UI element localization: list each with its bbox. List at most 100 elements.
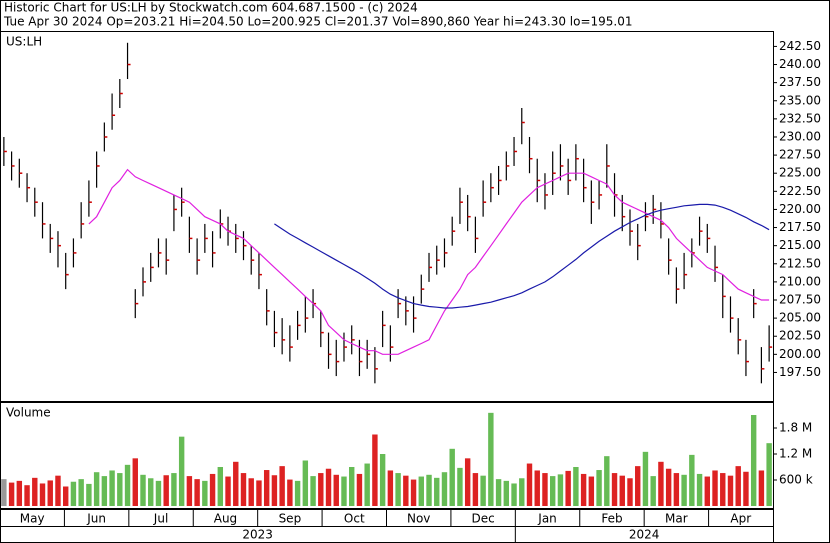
y-tick-label: 207.50 [779, 292, 821, 306]
volume-bar [650, 476, 656, 506]
volume-bar [503, 480, 510, 506]
volume-bar [418, 476, 424, 506]
moving-average [274, 203, 770, 309]
volume-bar [271, 475, 278, 506]
volume-bar [101, 476, 108, 506]
volume-bar [434, 477, 440, 506]
volume-bar [294, 480, 301, 506]
volume-bar [372, 434, 378, 506]
y-tick-label: 202.50 [779, 329, 821, 343]
volume-bar [178, 436, 185, 506]
volume-bar [349, 467, 355, 506]
y-tick-label: 237.50 [779, 75, 821, 89]
volume-bar [426, 474, 432, 506]
volume-bar [318, 473, 324, 506]
volume-bar [580, 473, 587, 506]
y-tick-label: 215.00 [779, 238, 821, 252]
y-tick-label: 230.00 [779, 129, 821, 143]
volume-tick-label: 1.2 M [779, 447, 812, 461]
volume-bar [93, 472, 100, 506]
volume-bar [279, 466, 285, 506]
volume-bar [410, 479, 417, 506]
volume-bar [47, 480, 53, 506]
volume-bar [117, 473, 123, 506]
volume-bar [333, 474, 339, 506]
volume-bar [356, 473, 363, 506]
volume-bar [155, 480, 162, 506]
volume-bar [78, 479, 84, 506]
volume-bar [704, 476, 711, 506]
volume-bar [209, 473, 216, 506]
volume-bar [619, 475, 625, 506]
month-label: Jul [153, 512, 168, 526]
volume-bar [750, 415, 757, 506]
y-tick-label: 242.50 [779, 39, 821, 53]
month-label: Nov [407, 512, 430, 526]
volume-bar [526, 463, 533, 506]
y-tick-label: 200.00 [779, 347, 821, 361]
volume-bar [519, 478, 525, 506]
volume-bar [86, 483, 92, 506]
volume-bar [186, 476, 193, 506]
y-tick-label: 205.00 [779, 311, 821, 325]
volume-bar [588, 476, 595, 506]
volume-bar [696, 473, 703, 506]
y-tick-label: 210.00 [779, 274, 821, 288]
volume-bar [310, 476, 316, 506]
volume-bar [132, 458, 138, 506]
volume-bar [743, 471, 749, 506]
volume-bar [202, 480, 208, 506]
volume-bar [511, 483, 517, 506]
month-label: Dec [472, 512, 495, 526]
volume-bar [70, 481, 77, 506]
year-label: 2024 [629, 528, 660, 542]
volume-bar [302, 460, 309, 506]
volume-bar [124, 464, 131, 506]
volume-bar [604, 456, 610, 506]
chart-title: Historic Chart for US:LH by Stockwatch.c… [4, 1, 418, 15]
volume-bar [217, 467, 224, 506]
month-label: May [20, 512, 45, 526]
volume-bar [457, 467, 463, 506]
volume-bar [171, 473, 177, 506]
volume-bar [673, 473, 680, 506]
month-label: Sep [279, 512, 302, 526]
volume-bar [542, 473, 548, 506]
volume-bar [62, 486, 69, 506]
y-tick-label: 240.00 [779, 57, 821, 71]
volume-bar [55, 475, 61, 506]
y-tick-label: 220.00 [779, 202, 821, 216]
volume-bar [472, 473, 479, 506]
volume-bar [364, 463, 370, 506]
volume-bar [248, 478, 254, 506]
volume-bar [557, 474, 564, 506]
volume-bar [341, 476, 347, 506]
volume-bar [627, 478, 633, 506]
volume-bar [225, 476, 231, 506]
volume-bar [32, 477, 38, 506]
y-tick-label: 222.50 [779, 184, 821, 198]
volume-bar [464, 458, 471, 506]
volume-bar [658, 461, 664, 506]
year-label: 2023 [242, 528, 273, 542]
volume-bar [148, 478, 154, 506]
volume-bar [720, 473, 726, 506]
volume-bar [240, 473, 247, 506]
symbol-label: US:LH [6, 35, 42, 49]
volume-bar [387, 470, 394, 506]
volume-panel [0, 402, 774, 509]
volume-bar [233, 461, 239, 506]
volume-bar [712, 470, 718, 506]
volume-bar [565, 470, 571, 506]
volume-bar [642, 451, 649, 506]
y-tick-label: 235.00 [779, 93, 821, 107]
month-label: Apr [730, 512, 751, 526]
volume-bar [1, 479, 7, 506]
volume-bar [488, 412, 494, 506]
volume-bar [689, 454, 695, 506]
volume-bar [635, 466, 641, 506]
y-tick-label: 225.00 [779, 166, 821, 180]
volume-title: Volume [6, 406, 51, 420]
volume-bar [449, 448, 455, 506]
